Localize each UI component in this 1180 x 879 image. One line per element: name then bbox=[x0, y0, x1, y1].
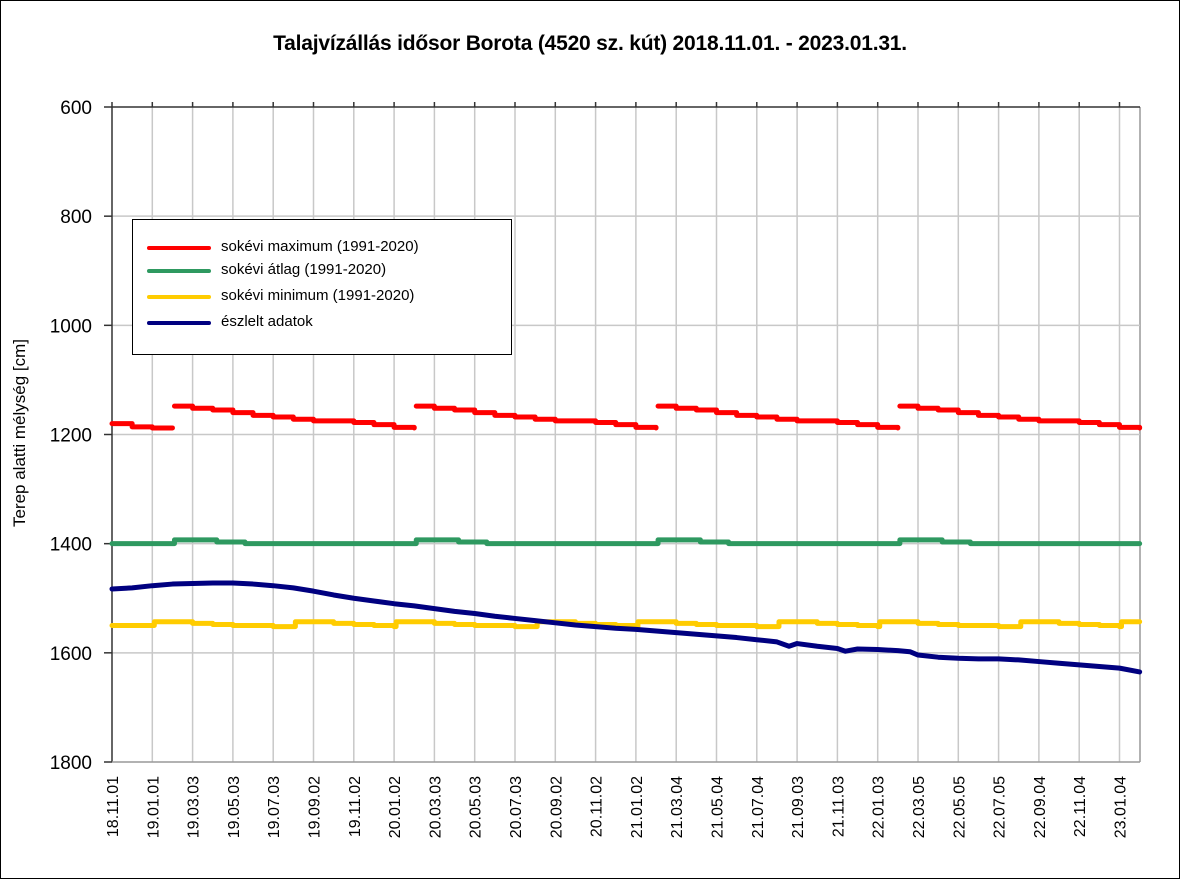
x-tick-label: 19.09.02 bbox=[307, 776, 324, 838]
axes bbox=[104, 102, 1140, 763]
x-tick-label: 20.07.03 bbox=[508, 776, 525, 838]
x-tick-label: 20.09.02 bbox=[548, 776, 565, 838]
legend-item-minimum: sokévi minimum (1991-2020) bbox=[133, 286, 511, 308]
legend-swatch bbox=[147, 321, 211, 325]
legend-item-maximum: sokévi maximum (1991-2020) bbox=[133, 237, 511, 259]
x-tick-label: 21.09.03 bbox=[790, 776, 807, 838]
x-tick-label: 19.11.02 bbox=[347, 776, 364, 837]
y-tick-label: 1200 bbox=[50, 426, 92, 447]
x-tick-label: 22.01.03 bbox=[871, 776, 888, 838]
x-tick-label: 19.01.01 bbox=[145, 776, 162, 838]
x-tick-label: 19.03.03 bbox=[186, 776, 203, 838]
x-tick-label: 21.07.04 bbox=[750, 776, 767, 838]
y-tick-labels: 600 800 1000 1200 1400 1600 1800 bbox=[50, 98, 92, 774]
x-tick-label: 19.05.03 bbox=[226, 776, 243, 838]
y-tick-label: 1400 bbox=[50, 535, 92, 556]
x-tick-label: 20.11.02 bbox=[589, 776, 606, 837]
x-tick-label: 22.05.05 bbox=[951, 776, 968, 838]
data-series bbox=[109, 403, 1143, 675]
x-tick-label: 23.01.04 bbox=[1113, 776, 1130, 838]
x-tick-label: 21.03.04 bbox=[669, 776, 686, 838]
legend-label: észlelt adatok bbox=[221, 313, 313, 330]
x-tick-label: 18.11.01 bbox=[105, 776, 122, 837]
y-tick-label: 1600 bbox=[50, 644, 92, 665]
grid-lines bbox=[112, 107, 1141, 762]
legend-label: sokévi maximum (1991-2020) bbox=[221, 238, 419, 255]
legend-label: sokévi minimum (1991-2020) bbox=[221, 287, 415, 304]
legend-item-average: sokévi átlag (1991-2020) bbox=[133, 260, 511, 282]
y-tick-label: 1800 bbox=[50, 753, 92, 774]
x-tick-label: 21.05.04 bbox=[710, 776, 727, 838]
chart-title: Talajvízállás idősor Borota (4520 sz. kú… bbox=[273, 32, 907, 55]
legend-item-observed: észlelt adatok bbox=[133, 312, 511, 334]
y-tick-label: 1000 bbox=[50, 316, 92, 337]
legend-swatch bbox=[147, 295, 211, 299]
x-tick-label: 20.01.02 bbox=[387, 776, 404, 838]
x-tick-label: 22.07.05 bbox=[992, 776, 1009, 838]
x-tick-label: 22.09.04 bbox=[1032, 776, 1049, 838]
series-line bbox=[109, 537, 1143, 547]
x-tick-label: 19.07.03 bbox=[266, 776, 283, 838]
legend-label: sokévi átlag (1991-2020) bbox=[221, 261, 387, 278]
legend-swatch bbox=[147, 246, 211, 250]
x-tick-labels: 18.11.01 19.01.01 19.03.03 19.05.03 19.07.03… bbox=[105, 776, 1130, 838]
series-line bbox=[109, 619, 1143, 630]
y-tick-label: 600 bbox=[60, 98, 92, 119]
x-tick-label: 21.01.02 bbox=[629, 776, 646, 838]
y-tick-label: 800 bbox=[60, 207, 92, 228]
x-tick-label: 22.11.04 bbox=[1072, 776, 1089, 837]
legend: sokévi maximum (1991-2020) sokévi átlag … bbox=[132, 219, 512, 355]
x-tick-label: 21.11.03 bbox=[830, 776, 847, 837]
x-tick-label: 22.03.05 bbox=[911, 776, 928, 838]
legend-swatch bbox=[147, 269, 211, 273]
x-tick-label: 20.05.03 bbox=[468, 776, 485, 838]
series-line bbox=[109, 403, 1143, 431]
series-line bbox=[109, 580, 1143, 675]
x-tick-label: 20.03.03 bbox=[427, 776, 444, 838]
